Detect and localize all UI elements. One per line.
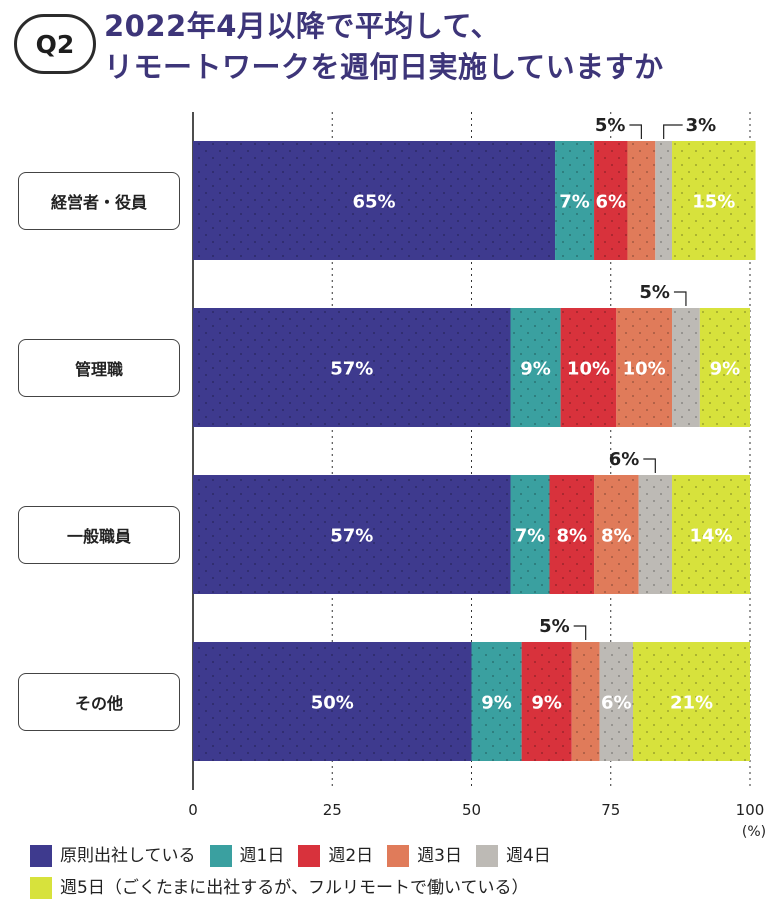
legend-label: 週1日 — [239, 846, 285, 866]
x-axis: 0 25 50 75 100 (%) — [188, 801, 766, 840]
bar-segment-texture — [571, 642, 600, 761]
bar-value-label: 7% — [515, 526, 546, 547]
legend-swatch — [30, 877, 52, 899]
bar-segment-texture — [521, 642, 572, 761]
bar-value-label: 9% — [481, 693, 512, 714]
title-line-1: 2022年4月以降で平均して、 — [104, 9, 501, 43]
callout-leader-line — [573, 625, 587, 640]
bar-segment-texture — [672, 475, 750, 594]
legend-swatch — [387, 845, 410, 867]
bar-segment-texture — [594, 475, 639, 594]
bar-value-label: 8% — [556, 526, 587, 547]
x-tick-label: 25 — [323, 801, 342, 819]
bar-segment-texture — [549, 475, 595, 594]
legend-swatch — [475, 845, 498, 867]
bar-value-label: 6% — [595, 192, 626, 213]
legend-item: 週4日 — [475, 840, 551, 872]
bar-segment-texture — [672, 308, 700, 427]
bar-segment-texture — [616, 308, 673, 427]
legend-row: 週5日（ごくたまに出社するが、フルリモートで働いている） — [30, 872, 770, 904]
x-tick-label: 75 — [601, 801, 620, 819]
bar-value-label: 8% — [601, 526, 632, 547]
bar-segment-texture — [193, 642, 472, 761]
bar-value-label: 14% — [689, 526, 732, 547]
bar-segment-texture — [638, 475, 673, 594]
bar-value-label: 50% — [311, 693, 354, 714]
bar-value-label: 57% — [330, 359, 373, 380]
callout-label: 5% — [595, 115, 626, 136]
bar-segment-texture — [193, 475, 511, 594]
bar-segment-texture — [672, 141, 756, 260]
bar-segment-texture — [633, 642, 750, 761]
bar-segment-texture — [193, 141, 556, 260]
callout-label: 5% — [539, 616, 570, 637]
legend-item: 週3日 — [387, 840, 462, 872]
bar-value-label: 15% — [692, 192, 735, 213]
legend-label: 週4日 — [505, 846, 551, 866]
bar-value-label: 21% — [670, 693, 713, 714]
chart-title: 2022年4月以降で平均して、 リモートワークを週何日実施していますか — [104, 6, 764, 88]
callout-label: 5% — [639, 282, 670, 303]
bar-segment-texture — [555, 141, 595, 260]
question-badge: Q2 — [14, 14, 96, 74]
category-label: 管理職 — [18, 338, 180, 397]
legend: 原則出社している 週1日 週2日 週3日 週4日週5日（ごくたまに出社するが、フルリモー… — [30, 840, 770, 904]
bar-value-label: 7% — [559, 192, 590, 213]
x-axis-unit: (%) — [742, 824, 766, 840]
bar-segment-texture — [655, 141, 673, 260]
callout-label: 6% — [609, 449, 640, 470]
callout-leader-line — [629, 124, 642, 139]
legend-item: 週1日 — [209, 840, 285, 872]
legend-label: 原則出社している — [60, 846, 196, 866]
bar-segment-texture — [627, 141, 656, 260]
bar-value-label: 9% — [531, 693, 562, 714]
legend-swatch — [209, 845, 232, 867]
legend-swatch — [298, 845, 321, 867]
segment-labels: 65% 7% 6% 15%57% 9% 10% 10% 9%57% 7% 8% 8% 14%50% 9%… — [311, 192, 741, 714]
x-tick-label: 100 — [736, 801, 765, 819]
legend-item: 原則出社している — [30, 840, 196, 872]
callout-leader-line — [673, 291, 687, 306]
callout-leader-line — [663, 124, 683, 139]
bar-value-label: 10% — [567, 359, 610, 380]
legend-item: 週2日 — [298, 840, 373, 872]
bar-segment-texture — [594, 141, 628, 260]
legend-item: 週5日（ごくたまに出社するが、フルリモートで働いている） — [30, 872, 528, 904]
bar-value-label: 9% — [710, 359, 741, 380]
callout-label: 3% — [686, 115, 717, 136]
category-label: その他 — [18, 672, 180, 731]
bar-segment-texture — [599, 642, 634, 761]
x-tick-label: 50 — [462, 801, 481, 819]
legend-label: 週3日 — [417, 846, 462, 866]
bar-segment-texture — [510, 308, 561, 427]
bars — [193, 141, 756, 761]
category-label: 一般職員 — [18, 505, 180, 564]
legend-label: 週5日（ごくたまに出社するが、フルリモートで働いている） — [60, 878, 529, 898]
bar-value-label: 6% — [601, 693, 632, 714]
legend-swatch — [30, 845, 52, 867]
callout-leader-line — [643, 458, 656, 473]
title-line-2: リモートワークを週何日実施していますか — [104, 50, 664, 84]
bar-segment-texture — [510, 475, 550, 594]
bar-segment-texture — [471, 642, 522, 761]
legend-row: 原則出社している 週1日 週2日 週3日 週4日 — [30, 840, 770, 872]
callout-labels: 5% 3% 5% 6% 5% — [539, 115, 716, 640]
bar-value-label: 57% — [330, 526, 373, 547]
bar-value-label: 9% — [520, 359, 551, 380]
bar-value-label: 10% — [623, 359, 666, 380]
legend-label: 週2日 — [328, 846, 374, 866]
bar-value-label: 65% — [352, 192, 395, 213]
bar-segment-texture — [560, 308, 617, 427]
x-tick-label: 0 — [188, 801, 198, 819]
bar-segment-texture — [193, 308, 511, 427]
bar-segment-texture — [699, 308, 750, 427]
category-label: 経営者・役員 — [18, 171, 180, 230]
